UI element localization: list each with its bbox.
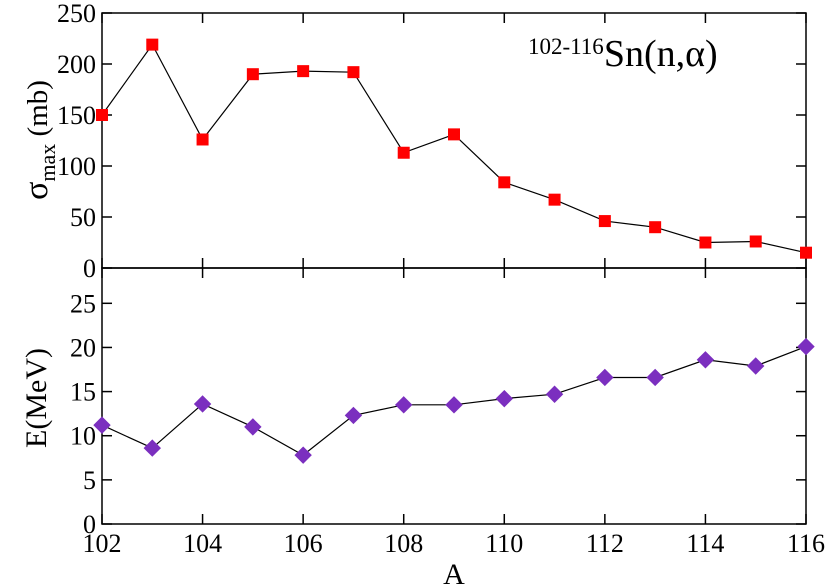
reaction-annotation: 102-116Sn(n,α) bbox=[528, 33, 718, 75]
x-tick-label: 110 bbox=[485, 529, 523, 558]
x-axis-label: A bbox=[443, 558, 465, 586]
energy-data-point bbox=[395, 396, 413, 414]
bottom-y-tick-label: 15 bbox=[70, 378, 96, 407]
bottom-y-tick-label: 5 bbox=[83, 466, 96, 495]
annotation-text: Sn(n,α) bbox=[604, 33, 718, 75]
top-y-tick-label: 0 bbox=[83, 254, 96, 283]
bottom-y-tick-label: 25 bbox=[70, 289, 96, 318]
sigma-max-markers bbox=[96, 38, 812, 259]
top-x-ticks bbox=[101, 13, 807, 268]
sigma-max-data-point bbox=[347, 66, 360, 79]
energy-data-point bbox=[193, 395, 212, 413]
sigma-max-data-point bbox=[196, 133, 209, 146]
energy-data-point bbox=[93, 416, 111, 434]
x-tick-label: 102 bbox=[83, 529, 122, 558]
bottom-y-ticks: 0 5 10 15 20 25 bbox=[70, 289, 806, 539]
sigma-max-data-point bbox=[146, 38, 159, 51]
x-tick-label: 114 bbox=[686, 529, 724, 558]
energy-data-point bbox=[747, 357, 765, 375]
energy-data-point bbox=[596, 368, 614, 387]
x-tick-label: 116 bbox=[787, 529, 825, 558]
bottom-y-tick-label: 0 bbox=[83, 510, 96, 539]
energy-data-point bbox=[797, 337, 815, 356]
bottom-plot-frame bbox=[101, 267, 807, 525]
sigma-max-data-point bbox=[649, 221, 662, 234]
sigma-max-data-point bbox=[749, 235, 762, 248]
bottom-x-ticks: 102 104 106 108 110 112 114 116 bbox=[83, 268, 825, 558]
sigma-max-series-line bbox=[101, 43, 807, 254]
sigma-max-data-point bbox=[397, 146, 410, 159]
energy-data-point bbox=[344, 406, 363, 425]
energy-data-point bbox=[696, 351, 715, 369]
sigma-max-data-point bbox=[246, 68, 259, 81]
top-y-tick-label: 50 bbox=[70, 203, 96, 232]
x-tick-label: 106 bbox=[284, 529, 323, 558]
sigma-max-data-point bbox=[297, 65, 310, 78]
sigma-max-data-point bbox=[498, 176, 511, 189]
sigma-symbol: σ bbox=[18, 182, 55, 200]
top-y-tick-label: 200 bbox=[57, 50, 96, 79]
sigma-max-data-point bbox=[800, 246, 812, 259]
sigma-max-data-point bbox=[96, 109, 108, 121]
top-y-tick-label: 150 bbox=[57, 101, 96, 130]
energy-data-point bbox=[143, 439, 161, 457]
bottom-panel: 0 5 10 15 20 25 102 104 106 108 110 112 114 116 E(Me… bbox=[20, 267, 825, 586]
top-y-axis-label: σmax (mb) bbox=[18, 80, 60, 200]
sigma-max-data-point bbox=[448, 128, 460, 141]
energy-data-point bbox=[244, 418, 262, 436]
x-tick-label: 104 bbox=[183, 529, 222, 558]
energy-data-point bbox=[294, 446, 312, 464]
top-y-tick-label: 250 bbox=[57, 0, 96, 28]
top-y-ticks: 0 50 100 150 200 250 bbox=[57, 0, 806, 283]
annotation-superscript: 102-116 bbox=[528, 34, 604, 59]
energy-data-point bbox=[646, 368, 664, 387]
top-y-tick-label: 100 bbox=[57, 152, 96, 181]
sigma-subscript: max bbox=[35, 144, 60, 182]
energy-markers bbox=[93, 337, 815, 464]
bottom-y-tick-label: 10 bbox=[70, 422, 96, 451]
sigma-max-data-point bbox=[548, 193, 561, 206]
bottom-y-tick-label: 20 bbox=[70, 333, 96, 362]
top-panel: 0 50 100 150 200 250 102-116Sn(n,α) σmax (mb) bbox=[18, 0, 812, 283]
x-tick-label: 108 bbox=[384, 529, 423, 558]
energy-data-point bbox=[445, 396, 463, 414]
sigma-max-data-point bbox=[598, 215, 611, 228]
x-tick-label: 112 bbox=[586, 529, 624, 558]
sigma-max-data-point bbox=[699, 236, 712, 249]
energy-data-point bbox=[495, 389, 513, 408]
bottom-y-axis-label: E(MeV) bbox=[20, 348, 53, 448]
energy-data-point bbox=[545, 385, 564, 403]
sigma-unit: (mb) bbox=[22, 80, 54, 144]
